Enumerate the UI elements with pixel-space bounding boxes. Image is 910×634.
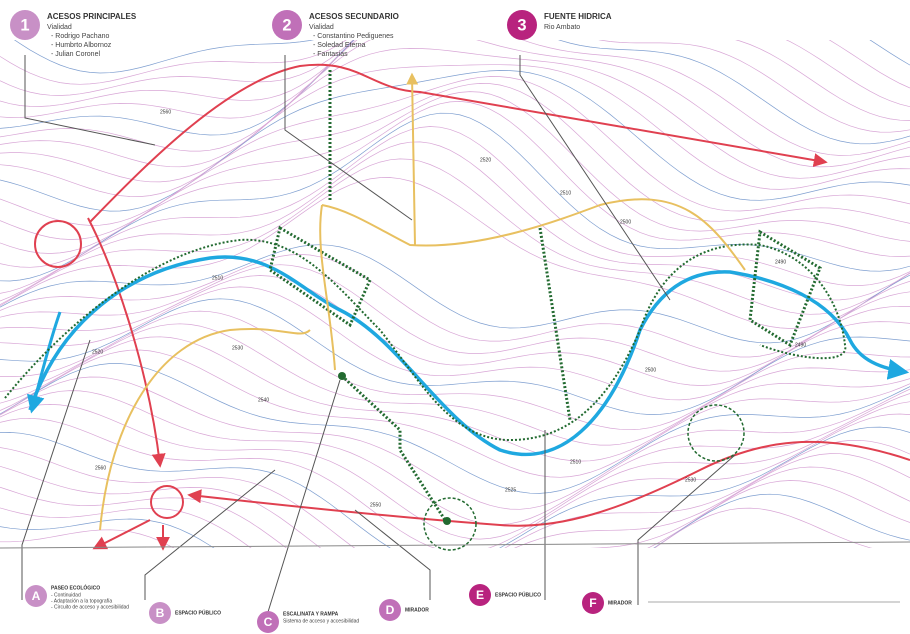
legend-title: MIRADOR [608, 600, 632, 606]
contour [0, 113, 910, 281]
contour [0, 178, 910, 329]
contour-label: 2520 [480, 157, 491, 163]
legend-title: ESCALINATA Y RAMPA [283, 611, 339, 617]
contour [0, 65, 910, 197]
contour-label: 2490 [775, 259, 786, 265]
legend-title: PASEO ECOLÓGICO [51, 583, 100, 591]
legend-title: MIRADOR [405, 607, 429, 613]
contour-label: 2550 [370, 502, 381, 508]
contour-label: 2530 [685, 477, 696, 483]
contour [0, 101, 910, 267]
contour-label: 2560 [160, 109, 171, 115]
callout-line: - Constantino Pediguenes [313, 33, 394, 40]
callout-line: - Rodrigo Pachano [51, 33, 109, 40]
contour [0, 427, 910, 565]
eco-path [5, 240, 845, 440]
legend-title: ESPACIO PÚBLICO [175, 609, 221, 616]
contour-label: 2500 [645, 367, 656, 373]
lookout [688, 405, 744, 461]
contour [0, 391, 910, 525]
callout-line: - Soledad Eterna [313, 42, 366, 49]
callout-line: Rio Ambato [544, 24, 580, 31]
contour-label: 2525 [505, 487, 516, 493]
main-access [90, 65, 825, 222]
badge-label: 3 [517, 16, 526, 34]
contour [0, 414, 910, 553]
legend-title: ESPACIO PÚBLICO [495, 591, 541, 598]
contour [0, 92, 910, 254]
contour [0, 0, 910, 88]
contour-label: 2490 [795, 342, 806, 348]
badge-label: F [589, 596, 596, 610]
contour-label: 2510 [570, 459, 581, 465]
stairs-node [443, 517, 451, 525]
legend-line: Sistema de acceso y accesibilidad [283, 618, 359, 624]
contour [0, 287, 910, 400]
contour-label: 2560 [95, 465, 106, 471]
contour [0, 364, 910, 494]
callout-line: - Julian Coronel [51, 51, 100, 58]
access-node [35, 221, 81, 267]
contour [0, 0, 910, 132]
contour [0, 377, 910, 509]
badge-label: E [476, 588, 484, 602]
contour [0, 440, 910, 576]
contours [0, 0, 910, 624]
contour [0, 0, 910, 144]
badge-label: C [264, 615, 273, 629]
contour-label: 2520 [92, 349, 103, 355]
contour-label: 2500 [620, 219, 631, 225]
contour-label: 2540 [258, 397, 269, 403]
contour [0, 0, 910, 121]
contour [0, 481, 910, 607]
contour [0, 11, 910, 156]
access-node [151, 486, 183, 518]
contour [0, 508, 910, 624]
main-access [95, 520, 150, 548]
callout-line: - Fantasias [313, 51, 348, 58]
secondary-access [100, 75, 745, 530]
callout-line: Vialidad [309, 24, 334, 31]
contour [0, 0, 910, 73]
lookout [424, 498, 476, 550]
contour [0, 494, 910, 615]
callout-line: - Humbrto Albornoz [51, 42, 112, 49]
contour [0, 245, 910, 343]
badge-label: 2 [282, 16, 291, 34]
contour [0, 454, 910, 588]
contour [0, 254, 910, 357]
contour-label: 2530 [232, 345, 243, 351]
badge-label: D [386, 603, 395, 617]
routes [5, 65, 910, 550]
contour [0, 127, 910, 294]
contour-label: 2510 [212, 275, 223, 281]
contour [0, 159, 910, 314]
contour-label: 2510 [560, 190, 571, 196]
callout-title: ACESOS SECUNDARIO [309, 12, 399, 21]
contour [0, 299, 910, 415]
callout-line: Vialidad [47, 24, 72, 31]
site-plan: 2560 2520 2510 2500 2510 2490 2530 2540 2500 2490… [0, 0, 910, 634]
badge-label: B [156, 606, 165, 620]
river [30, 257, 905, 454]
callout-title: ACESOS PRINCIPALES [47, 12, 137, 21]
badge-label: 1 [20, 16, 29, 34]
legend-line: - Circuito de acceso y accesibilidad [51, 604, 129, 610]
badge-label: A [32, 589, 41, 603]
callout-title: FUENTE HIDRICA [544, 12, 612, 21]
contour [0, 467, 910, 597]
stairs-node [338, 372, 346, 380]
